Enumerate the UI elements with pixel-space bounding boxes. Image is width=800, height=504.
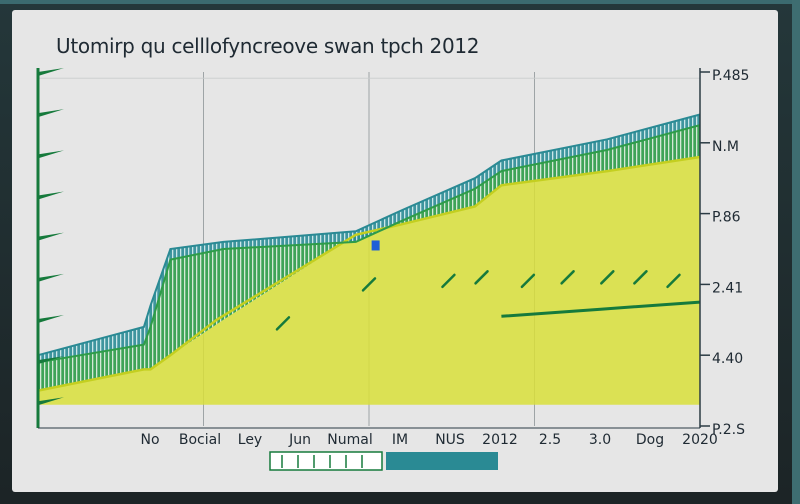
y-right-tick-label: P.2.S — [712, 422, 745, 438]
y-left-tick-0 — [38, 68, 64, 76]
marker-7 — [633, 270, 648, 285]
legend-swatch-1 — [386, 452, 498, 470]
x-tick-label: NUS — [435, 432, 465, 448]
series-line-2 — [37, 113, 701, 357]
y-right-tick-label: P.86 — [712, 210, 741, 226]
y-right-tick-label: 4.40 — [712, 351, 743, 367]
y-left-tick-2 — [38, 150, 64, 159]
series-line-1 — [37, 124, 701, 364]
y-left-tick-7 — [38, 356, 64, 365]
x-tick-label: IM — [392, 432, 408, 448]
x-tick-label: 3.0 — [589, 432, 611, 448]
x-tick-label: 2012 — [482, 432, 518, 448]
y-right-tick-label: N.M — [712, 139, 739, 155]
x-tick-label: Bocial — [179, 432, 221, 448]
area-band-green — [38, 125, 700, 391]
area-band-yellow — [38, 157, 700, 405]
y-right-tick-label: 2.41 — [712, 280, 743, 296]
x-tick-label: Dog — [636, 432, 664, 448]
frame-edge-top — [0, 0, 800, 4]
series-line-3 — [501, 300, 701, 318]
marker-5 — [560, 270, 575, 285]
y-left-tick-4 — [38, 232, 64, 241]
marker-3 — [474, 270, 489, 285]
y-left-tick-8 — [38, 397, 64, 406]
y-left-tick-3 — [38, 191, 64, 200]
y-right-tick-label: P.485 — [712, 68, 749, 84]
marker-1 — [361, 277, 377, 292]
marker-0 — [275, 316, 291, 331]
series-accent-marker — [371, 240, 380, 251]
chart-title: Utomirp qu celllofyncreove swan tpch 201… — [56, 34, 480, 58]
x-tick-label: Ley — [238, 432, 262, 448]
y-left-tick-6 — [38, 314, 64, 323]
marker-2 — [441, 273, 456, 289]
marker-4 — [520, 273, 536, 289]
y-left-tick-5 — [38, 273, 64, 282]
marker-8 — [666, 273, 681, 289]
series-line-0 — [37, 155, 701, 392]
y-left-tick-1 — [38, 109, 64, 118]
x-tick-label: 2.5 — [539, 432, 561, 448]
x-tick-label: 2020 — [682, 432, 718, 448]
x-tick-label: Numal — [327, 432, 372, 448]
legend-swatch-0 — [269, 451, 383, 471]
marker-6 — [600, 270, 615, 285]
x-tick-label: Jun — [288, 432, 311, 448]
frame-edge-right — [792, 0, 800, 504]
x-tick-label: No — [140, 432, 159, 448]
